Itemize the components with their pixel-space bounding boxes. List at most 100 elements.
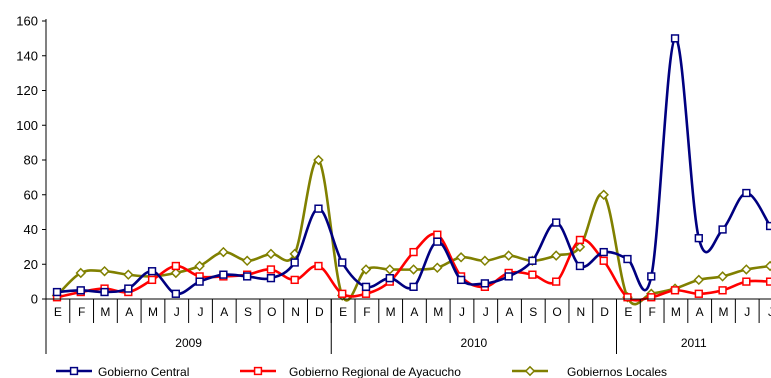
data-point: [694, 234, 703, 243]
data-point: [742, 188, 751, 198]
data-point: [338, 258, 347, 267]
data-point: [670, 286, 680, 295]
legend-label: Gobiernos Locales: [567, 365, 667, 378]
data-point: [408, 264, 419, 275]
x-tick-label: J: [174, 305, 180, 319]
x-tick-label: A: [506, 305, 514, 319]
year-label: 2009: [175, 336, 202, 350]
data-point: [265, 248, 277, 260]
y-tick-label: 100: [16, 118, 38, 133]
data-point: [741, 264, 752, 275]
x-tick-label: A: [220, 305, 228, 319]
data-point: [171, 289, 181, 298]
data-point: [693, 274, 705, 286]
x-tick-label: O: [552, 305, 561, 319]
data-point: [717, 271, 728, 282]
x-tick-label: F: [78, 305, 85, 319]
data-point: [480, 279, 490, 288]
data-point: [670, 34, 680, 43]
x-tick-label: M: [671, 305, 681, 319]
y-tick-label: 40: [24, 222, 38, 237]
data-point: [528, 270, 537, 279]
x-tick-label: M: [100, 305, 110, 319]
x-tick-label: A: [696, 305, 704, 319]
x-tick-label: J: [768, 305, 771, 319]
data-point: [360, 264, 372, 275]
x-tick-label: J: [459, 305, 465, 319]
data-point: [455, 252, 467, 263]
data-point: [52, 287, 62, 297]
data-point: [694, 289, 703, 298]
data-point: [765, 277, 771, 286]
data-point: [124, 284, 133, 293]
x-tick-label: A: [125, 305, 133, 319]
x-tick-label: D: [600, 305, 609, 319]
x-tick-label: E: [339, 305, 347, 319]
legend-swatch-marker: [524, 365, 536, 377]
data-point: [599, 256, 608, 265]
legend-label: Gobierno Regional de Ayacucho: [289, 365, 461, 378]
series-2: [51, 154, 771, 306]
y-tick-label: 80: [24, 153, 38, 168]
data-point: [123, 269, 134, 280]
data-point: [218, 246, 229, 258]
data-point: [456, 275, 466, 285]
y-tick-label: 0: [31, 292, 38, 307]
x-tick-label: J: [198, 305, 204, 319]
data-point: [170, 267, 182, 279]
legend-swatch-marker: [253, 366, 263, 376]
data-point: [384, 264, 396, 275]
y-tick-label: 140: [16, 48, 38, 63]
x-tick-label: O: [267, 305, 276, 319]
legend-item: Gobierno Regional de Ayacucho: [240, 365, 461, 378]
data-point: [742, 277, 751, 286]
data-point: [241, 255, 253, 267]
data-point: [552, 277, 561, 286]
data-point: [504, 272, 513, 281]
data-point: [764, 260, 771, 272]
data-point: [100, 287, 109, 297]
x-tick-label: E: [54, 305, 62, 319]
legend-item: Gobierno Central: [56, 365, 189, 378]
data-point: [574, 241, 586, 253]
data-point: [433, 230, 442, 239]
data-point: [432, 262, 443, 273]
x-tick-label: E: [624, 305, 632, 319]
data-point: [550, 250, 562, 261]
data-point: [313, 154, 324, 166]
year-label: 2011: [681, 336, 707, 350]
data-point: [718, 286, 727, 295]
data-point: [575, 261, 585, 271]
year-label: 2010: [461, 336, 488, 350]
x-tick-label: M: [148, 305, 158, 319]
data-point: [361, 282, 371, 291]
x-tick-label: J: [744, 305, 750, 319]
data-point: [219, 270, 228, 279]
x-tick-label: N: [577, 305, 586, 319]
x-tick-label: J: [483, 305, 489, 319]
data-point: [147, 275, 157, 285]
data-point: [75, 267, 87, 279]
data-point: [290, 258, 299, 267]
x-tick-label: N: [291, 305, 300, 319]
x-tick-label: F: [648, 305, 655, 319]
x-tick-label: D: [315, 305, 324, 319]
data-point: [314, 261, 323, 271]
data-point: [647, 293, 656, 302]
data-point: [194, 260, 205, 272]
data-point: [147, 267, 157, 276]
data-point: [266, 265, 276, 274]
x-tick-label: M: [386, 305, 396, 319]
data-point: [243, 272, 252, 281]
data-point: [76, 286, 85, 295]
data-point: [361, 289, 371, 298]
data-point: [718, 225, 727, 234]
data-point: [314, 204, 323, 213]
data-point: [575, 235, 585, 245]
x-tick-label: S: [529, 305, 537, 319]
data-point: [195, 277, 204, 286]
data-point: [385, 274, 394, 283]
data-point: [433, 237, 442, 246]
y-tick-label: 120: [16, 83, 38, 98]
